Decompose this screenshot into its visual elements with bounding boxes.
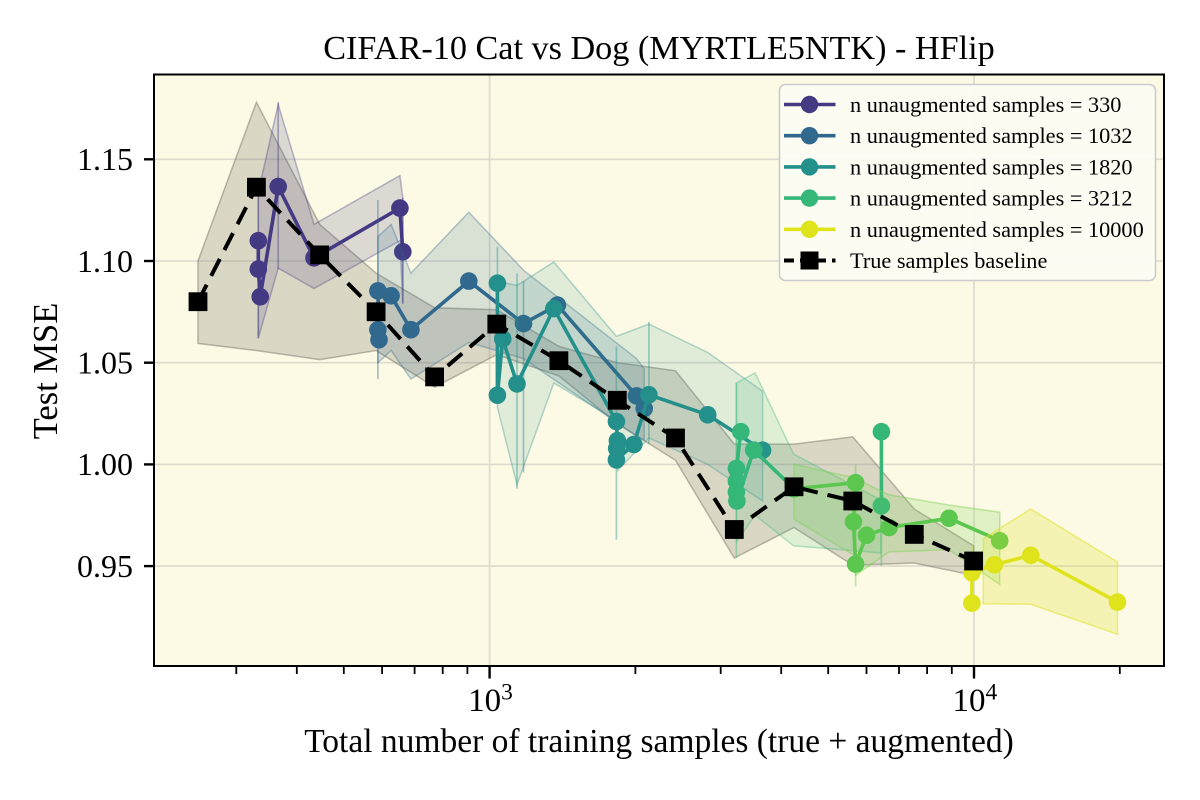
svg-text:n unaugmented samples = 10000: n unaugmented samples = 10000 [850,217,1144,242]
svg-text:CIFAR-10 Cat vs Dog (MYRTLE5NT: CIFAR-10 Cat vs Dog (MYRTLE5NTK) - HFlip [323,30,995,67]
svg-text:n unaugmented samples = 1820: n unaugmented samples = 1820 [850,154,1133,179]
svg-text:1.10: 1.10 [77,243,133,279]
svg-text:n unaugmented samples = 330: n unaugmented samples = 330 [850,92,1121,117]
svg-text:4: 4 [986,680,998,706]
svg-text:Test MSE: Test MSE [27,303,65,440]
svg-text:1.00: 1.00 [77,446,133,482]
svg-text:n unaugmented samples = 1032: n unaugmented samples = 1032 [850,123,1133,148]
svg-text:n unaugmented samples = 3212: n unaugmented samples = 3212 [850,186,1133,211]
svg-text:Total number of training sampl: Total number of training samples (true +… [304,723,1014,760]
svg-text:1.05: 1.05 [77,345,133,381]
svg-text:10: 10 [953,683,986,719]
svg-text:1.15: 1.15 [77,141,133,177]
svg-text:10: 10 [468,683,501,719]
svg-text:3: 3 [501,680,513,706]
svg-text:0.95: 0.95 [77,548,133,584]
svg-text:True samples baseline: True samples baseline [850,248,1047,273]
